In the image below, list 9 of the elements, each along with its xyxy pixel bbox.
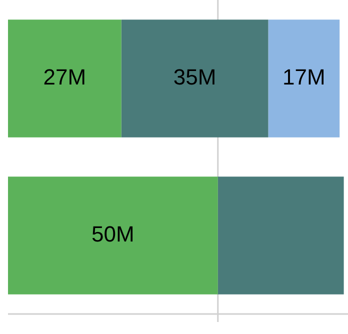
data-label: 35M bbox=[173, 64, 216, 90]
bar bbox=[218, 176, 344, 294]
bar bbox=[121, 20, 268, 138]
data-label: 17M bbox=[282, 64, 326, 90]
bar bbox=[8, 176, 218, 294]
bar bbox=[8, 20, 122, 138]
data-label: 50M bbox=[92, 222, 134, 247]
bar bbox=[268, 20, 340, 138]
data-label: 27M bbox=[43, 64, 86, 90]
